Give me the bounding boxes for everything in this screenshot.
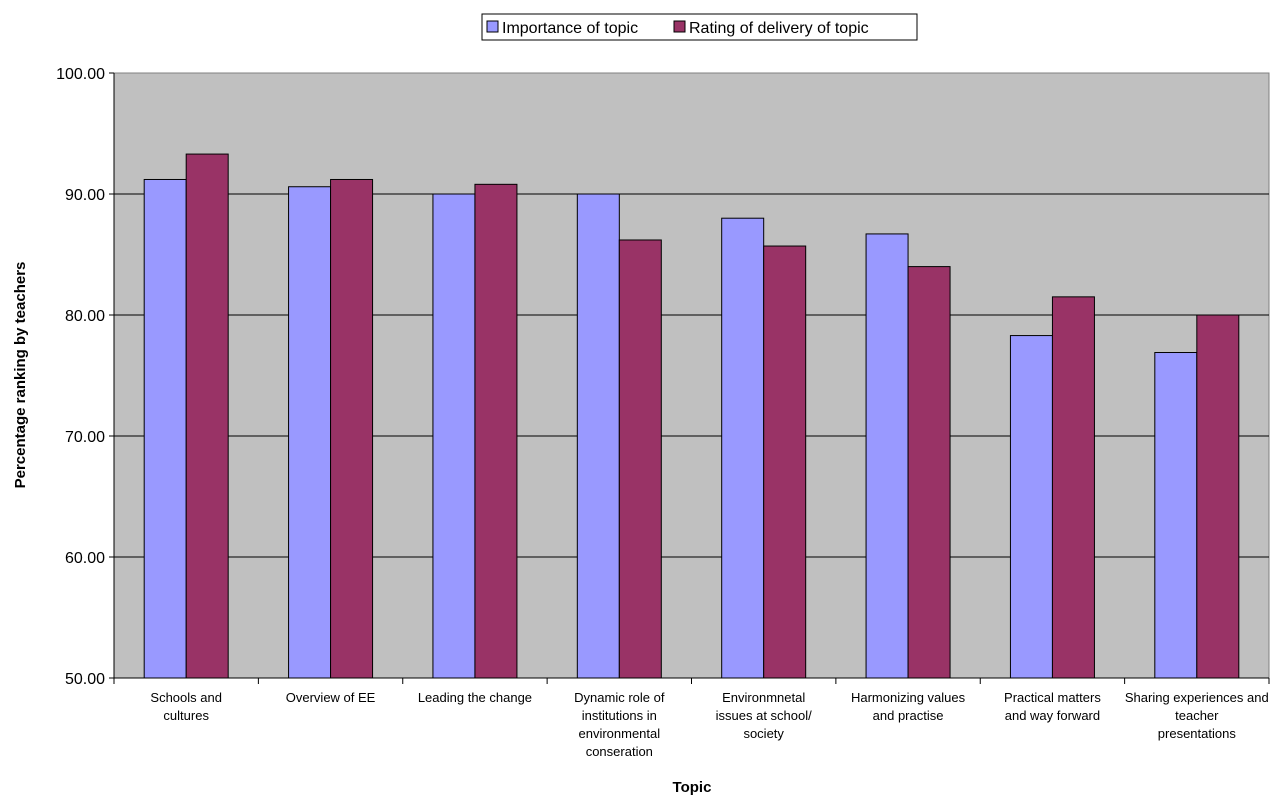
category-label: Leading the change — [418, 690, 532, 705]
legend-swatch-importance — [486, 20, 499, 33]
y-tick-label: 60.00 — [65, 550, 105, 567]
x-axis-title: Topic — [673, 779, 712, 795]
bar-importance — [432, 193, 476, 679]
category-label: Sharing experiences and teacher presentati… — [1125, 690, 1269, 741]
category-label-line: Practical matters — [1004, 690, 1101, 705]
y-tick-label: 90.00 — [65, 187, 105, 204]
bar-rating — [474, 183, 518, 679]
bar-rating — [1196, 314, 1240, 679]
category-label-line: Dynamic role of — [574, 690, 665, 705]
category-label-line: teacher — [1175, 708, 1219, 723]
bar-rating — [1051, 296, 1095, 679]
bar-importance — [576, 193, 620, 679]
y-tick-label: 100.00 — [56, 66, 105, 83]
category-label-line: society — [743, 726, 784, 741]
category-label: Dynamic role of institutions in environmen… — [574, 690, 665, 759]
legend-swatch-rating — [673, 20, 686, 33]
y-tick-label: 80.00 — [65, 308, 105, 325]
category-label-line: Overview of EE — [286, 690, 376, 705]
legend-label-rating: Rating of delivery of topic — [689, 20, 869, 37]
category-label-line: presentations — [1158, 726, 1237, 741]
bar-importance — [288, 186, 332, 679]
category-label-line: cultures — [163, 708, 209, 723]
category-label-line: Leading the change — [418, 690, 532, 705]
bar-importance — [143, 178, 187, 679]
bar-importance — [865, 233, 909, 679]
bar-rating — [330, 178, 374, 679]
bar-rating — [907, 266, 951, 679]
category-label: Schools and cultures — [150, 690, 222, 723]
legend-label-importance: Importance of topic — [502, 20, 638, 37]
category-label-line: Harmonizing values — [851, 690, 966, 705]
category-label-line: and practise — [873, 708, 944, 723]
y-axis-title: Percentage ranking by teachers — [12, 262, 29, 489]
bar-importance — [1009, 335, 1053, 679]
category-label-line: Sharing experiences and — [1125, 690, 1269, 705]
bar-rating — [618, 239, 662, 679]
y-tick-label: 50.00 — [65, 671, 105, 688]
bars — [143, 153, 1240, 679]
category-label-line: environmental — [578, 726, 660, 741]
category-label-line: Schools and — [150, 690, 222, 705]
category-labels: Schools and cultures Overview of EE Leading… — [150, 690, 1268, 759]
legend: Importance of topic Rating of delivery o… — [481, 13, 918, 41]
x-axis-ticks — [113, 678, 1270, 684]
category-label: Harmonizing values and practise — [851, 690, 966, 723]
legend-box — [481, 13, 918, 41]
category-label: Overview of EE — [286, 690, 376, 705]
bar-importance — [1154, 352, 1198, 679]
category-label-line: institutions in — [582, 708, 657, 723]
plot-area — [113, 72, 1270, 679]
y-tick-label: 70.00 — [65, 429, 105, 446]
category-label: Practical matters and way forward — [1004, 690, 1101, 723]
bar-rating — [763, 245, 807, 679]
bar-importance — [721, 217, 765, 679]
category-label-line: and way forward — [1005, 708, 1100, 723]
category-label: Environmnetal issues at school/society — [716, 690, 812, 741]
category-label-line: issues at school/ — [716, 708, 812, 723]
category-label-line: Environmnetal — [722, 690, 805, 705]
category-label-line: conseration — [586, 744, 653, 759]
bar-rating — [185, 153, 229, 679]
